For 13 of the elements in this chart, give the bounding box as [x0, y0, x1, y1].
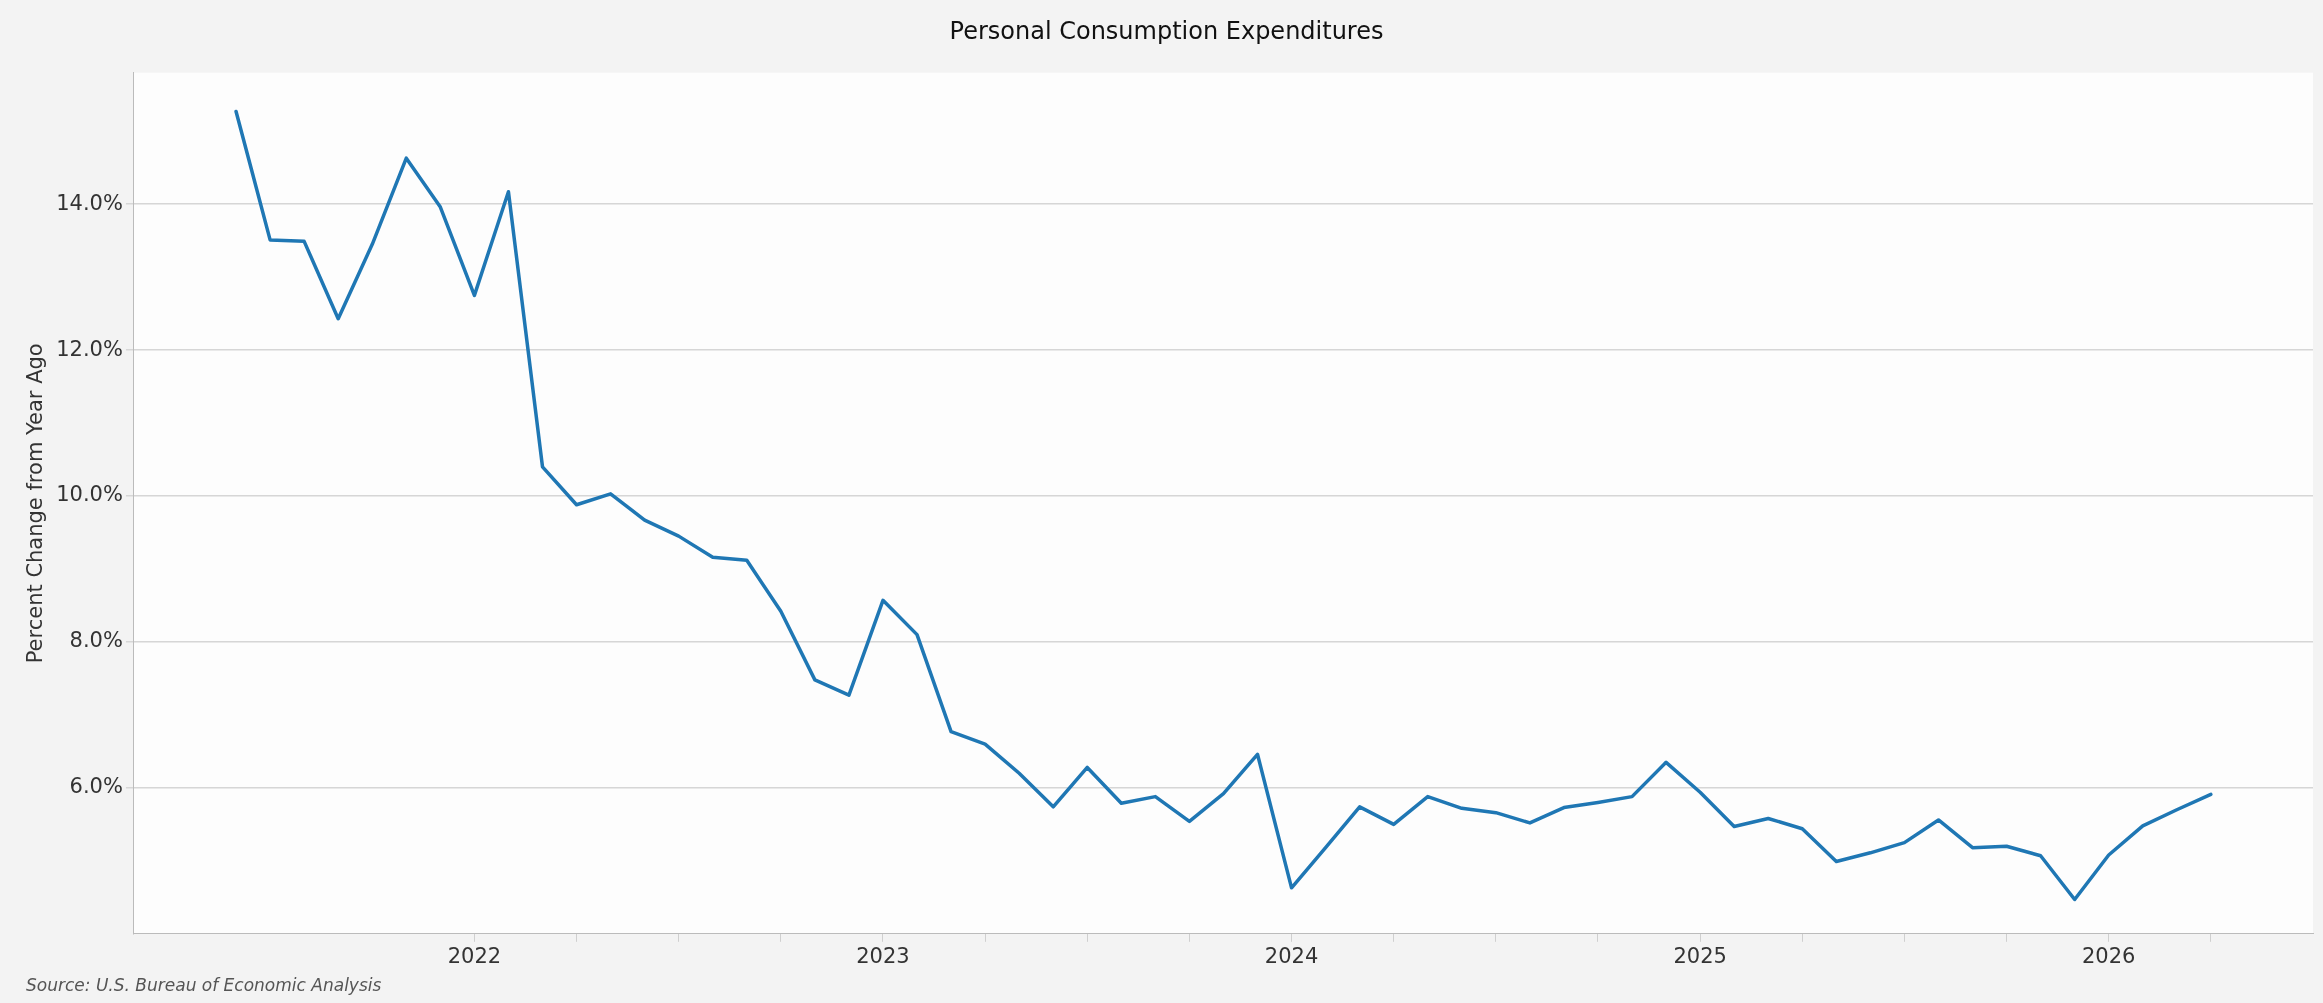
y-tick-label: 8.0% — [69, 628, 123, 653]
y-tick-label: 14.0% — [56, 190, 123, 215]
y-axis-title: Percent Change from Year Ago — [23, 343, 48, 664]
y-tick-label: 12.0% — [56, 336, 123, 361]
x-tick-label: 2025 — [1673, 943, 1727, 968]
x-tick-label: 2023 — [856, 943, 910, 968]
x-tick-label: 2026 — [2081, 943, 2136, 968]
source-note: Source: U.S. Bureau of Economic Analysis — [26, 974, 382, 995]
chart-title: Personal Consumption Expenditures — [949, 16, 1384, 45]
y-tick-label: 6.0% — [69, 774, 123, 799]
y-tick-label: 10.0% — [56, 482, 123, 507]
x-tick-label: 2024 — [1264, 943, 1319, 968]
x-tick-label: 2022 — [447, 943, 502, 968]
